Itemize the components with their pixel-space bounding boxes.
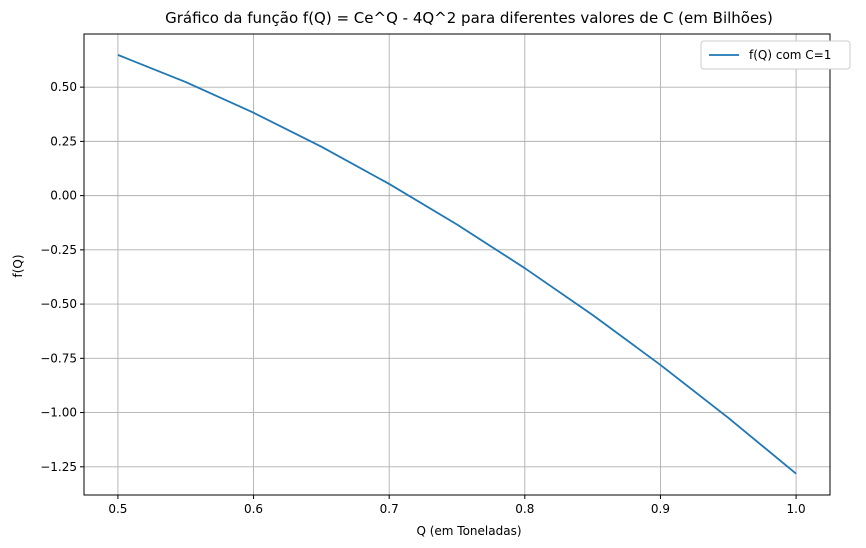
x-ticks: 0.5 0.6 0.7 0.8 0.9 1.0	[108, 495, 806, 516]
y-tick-label: 0.25	[50, 134, 77, 148]
y-ticks: 0.50 0.25 0.00 −0.25 −0.50 −0.75 −1.00 −1.25	[40, 80, 84, 474]
y-axis-label: f(Q)	[11, 254, 25, 277]
x-tick-label: 0.5	[108, 502, 127, 516]
x-tick-label: 0.7	[380, 502, 399, 516]
legend: f(Q) com C=1	[700, 40, 851, 70]
y-tick-label: −0.25	[40, 243, 77, 257]
x-tick-label: 0.8	[515, 502, 534, 516]
x-tick-label: 0.9	[651, 502, 670, 516]
series-lines	[117, 54, 797, 475]
plot-frame	[83, 33, 831, 496]
y-tick-label: −1.00	[40, 406, 77, 420]
x-tick-label: 1.0	[787, 502, 806, 516]
legend-entry-label: f(Q) com C=1	[749, 48, 831, 62]
y-tick-label: 0.50	[50, 80, 77, 94]
y-tick-label: −1.25	[40, 460, 77, 474]
x-tick-label: 0.6	[244, 502, 263, 516]
chart-title: Gráfico da função f(Q) = Ce^Q - 4Q^2 par…	[165, 9, 773, 27]
y-tick-label: −0.75	[40, 351, 77, 365]
legend-box	[700, 40, 851, 70]
grid	[84, 34, 830, 495]
y-tick-label: −0.50	[40, 297, 77, 311]
x-axis-label: Q (em Toneladas)	[416, 524, 521, 538]
y-tick-label: 0.00	[50, 189, 77, 203]
series-line	[117, 54, 797, 475]
